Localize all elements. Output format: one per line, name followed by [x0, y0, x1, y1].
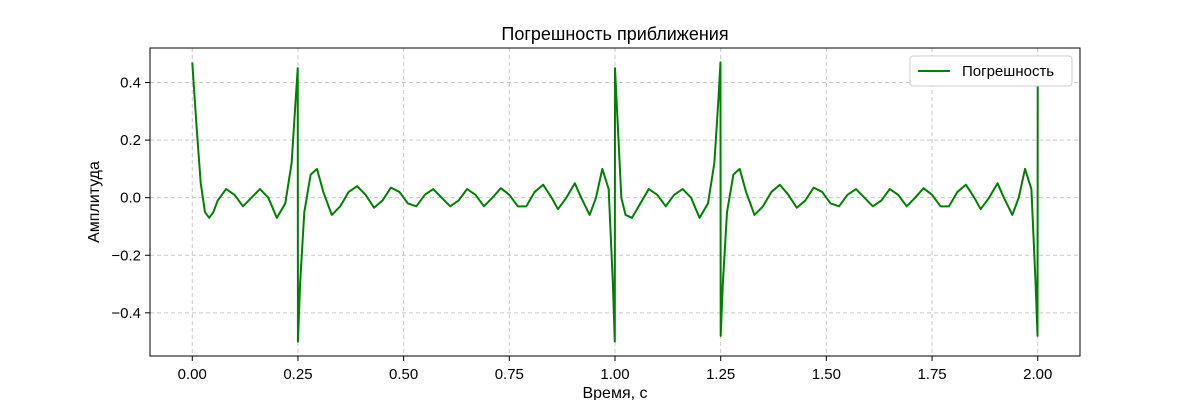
- y-tick-label: −0.4: [111, 305, 141, 322]
- y-tick-label: 0.2: [120, 132, 141, 149]
- x-tick-label: 0.50: [389, 366, 418, 383]
- legend-label: Погрешность: [962, 63, 1054, 80]
- x-tick-label: 0.75: [495, 366, 524, 383]
- x-tick-label: 0.25: [283, 366, 312, 383]
- error-series-line: [191, 61, 1039, 343]
- x-tick-label: 1.50: [812, 366, 841, 383]
- x-tick-label: 1.75: [917, 366, 946, 383]
- x-tick-label: 1.00: [600, 366, 629, 383]
- x-tick-label: 0.00: [178, 366, 207, 383]
- y-tick-label: 0.0: [120, 190, 141, 207]
- x-tick-label: 2.00: [1023, 366, 1052, 383]
- x-tick-label: 1.25: [706, 366, 735, 383]
- y-tick-label: 0.4: [120, 75, 141, 92]
- legend: Погрешность: [909, 55, 1073, 87]
- ticks-layer: 0.00 0.25 0.50 0.75 1.00 1.25 1.50 1.75 2.00 −0.4…: [111, 75, 1052, 383]
- series-layer: [191, 61, 1039, 343]
- legend-box: [909, 55, 1073, 87]
- y-axis-label: Амплитуда: [86, 161, 103, 243]
- y-tick-label: −0.2: [111, 247, 141, 264]
- x-axis-label: Время, с: [582, 385, 647, 400]
- chart-title: Погрешность приближения: [501, 24, 728, 44]
